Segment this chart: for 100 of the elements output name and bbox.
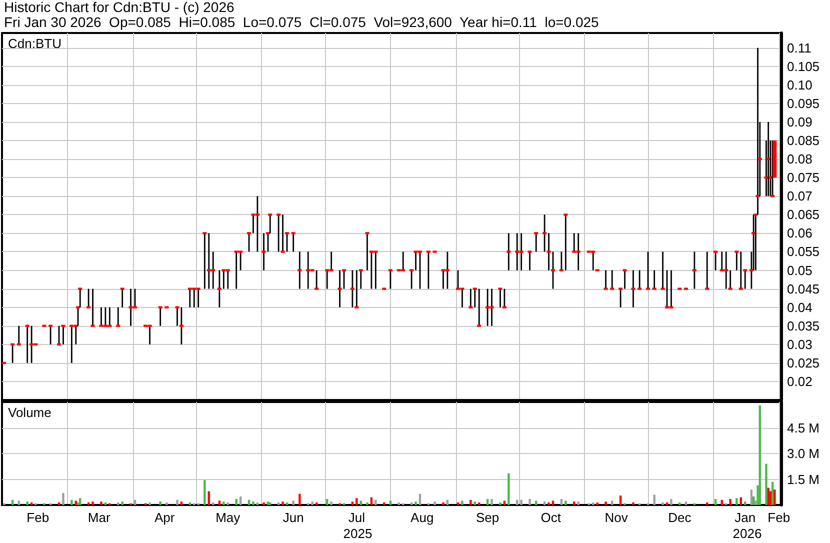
bar (222, 502, 225, 505)
candlestick (445, 251, 450, 290)
candlestick (188, 288, 192, 308)
y-tick-label: 0.10 (787, 77, 812, 92)
bar (218, 500, 221, 505)
y-tick-label: 0.09 (787, 114, 812, 130)
candlestick (10, 343, 15, 364)
x-tick-label: Aug (410, 510, 434, 525)
bar (461, 500, 464, 505)
candlestick (528, 250, 532, 271)
candlestick (108, 306, 112, 327)
bar (543, 502, 546, 505)
candlestick (502, 288, 506, 308)
bar (729, 498, 732, 505)
candlestick (738, 251, 743, 290)
candlestick (196, 288, 200, 308)
y-tick-label: 1.5 M (787, 472, 820, 487)
y-tick-label: 0.065 (787, 207, 820, 222)
bar (62, 492, 64, 505)
candlestick (506, 232, 511, 271)
bar (611, 500, 614, 505)
candlestick (25, 324, 30, 364)
candlestick (534, 232, 538, 252)
bar (311, 502, 314, 505)
candlestick (714, 250, 718, 271)
candlestick (720, 251, 724, 272)
y-tick-label: 0.06 (787, 226, 812, 241)
bar (74, 500, 77, 505)
x-tick-label: Apr (154, 510, 176, 525)
y-tick-label: 0.11 (787, 40, 812, 56)
bar (744, 502, 746, 505)
bar (560, 498, 563, 505)
bar (366, 502, 368, 505)
candlestick (217, 270, 222, 308)
bar (70, 500, 73, 505)
x-tick-label: Jul (348, 510, 366, 525)
candlestick (99, 306, 104, 327)
bar (548, 502, 550, 505)
y-tick-label: 3.0 M (787, 446, 820, 461)
candlestick (631, 270, 636, 308)
y-tick-label: 0.07 (787, 188, 812, 204)
bar (535, 500, 538, 505)
bar (508, 473, 510, 505)
y-tick-label: 0.085 (787, 133, 820, 148)
x-tick-label: Feb (768, 510, 790, 525)
chart-title: Historic Chart for Cdn:BTU - (c) 2026 (4, 0, 234, 15)
bar (26, 502, 28, 505)
candlestick (202, 232, 207, 290)
candlestick (268, 214, 272, 234)
y-tick-label: 0.05 (787, 262, 812, 278)
candlestick (70, 324, 74, 364)
candlestick (591, 250, 596, 271)
candlestick (90, 288, 95, 327)
bar (552, 500, 554, 505)
x-tick-label: Mar (88, 510, 111, 525)
bar (252, 502, 254, 505)
candlestick (692, 251, 696, 290)
bar (282, 502, 284, 505)
bar (18, 500, 20, 505)
bar (670, 498, 672, 505)
candlestick (468, 288, 473, 308)
x-tick-label: Sep (476, 510, 500, 525)
candlestick (477, 288, 482, 327)
candlestick (158, 306, 162, 327)
bar (374, 500, 377, 505)
bar (499, 502, 502, 505)
bar (564, 500, 567, 505)
bar (442, 502, 444, 505)
candlestick (116, 306, 120, 327)
annotation: Cdn:BTU (8, 36, 62, 51)
candlestick (441, 269, 446, 290)
candlestick (179, 306, 184, 346)
bar (266, 502, 270, 505)
candlestick (456, 270, 460, 290)
candlestick (211, 251, 216, 290)
candlestick (128, 288, 133, 327)
candlestick (314, 270, 319, 290)
candlestick (226, 269, 230, 290)
candlestick (78, 288, 82, 308)
candlestick (414, 250, 418, 271)
candlestick (498, 288, 502, 308)
bar (528, 498, 531, 505)
candlestick (276, 214, 281, 252)
y-tick-label: 0.08 (787, 152, 812, 167)
candlestick (486, 288, 490, 327)
candlestick (338, 270, 342, 308)
bar (619, 496, 622, 505)
bar (573, 502, 576, 505)
candlestick (622, 269, 627, 290)
candlestick (192, 288, 196, 308)
bar (577, 502, 580, 505)
x-tick-label: Jun (282, 510, 304, 525)
candlestick (350, 270, 354, 308)
y-tick-label: 0.02 (787, 374, 812, 389)
candlestick (610, 270, 614, 290)
candlestick (705, 251, 710, 290)
bar (771, 482, 774, 505)
bar (714, 498, 717, 505)
bar (653, 494, 656, 505)
candlestick (133, 288, 137, 308)
